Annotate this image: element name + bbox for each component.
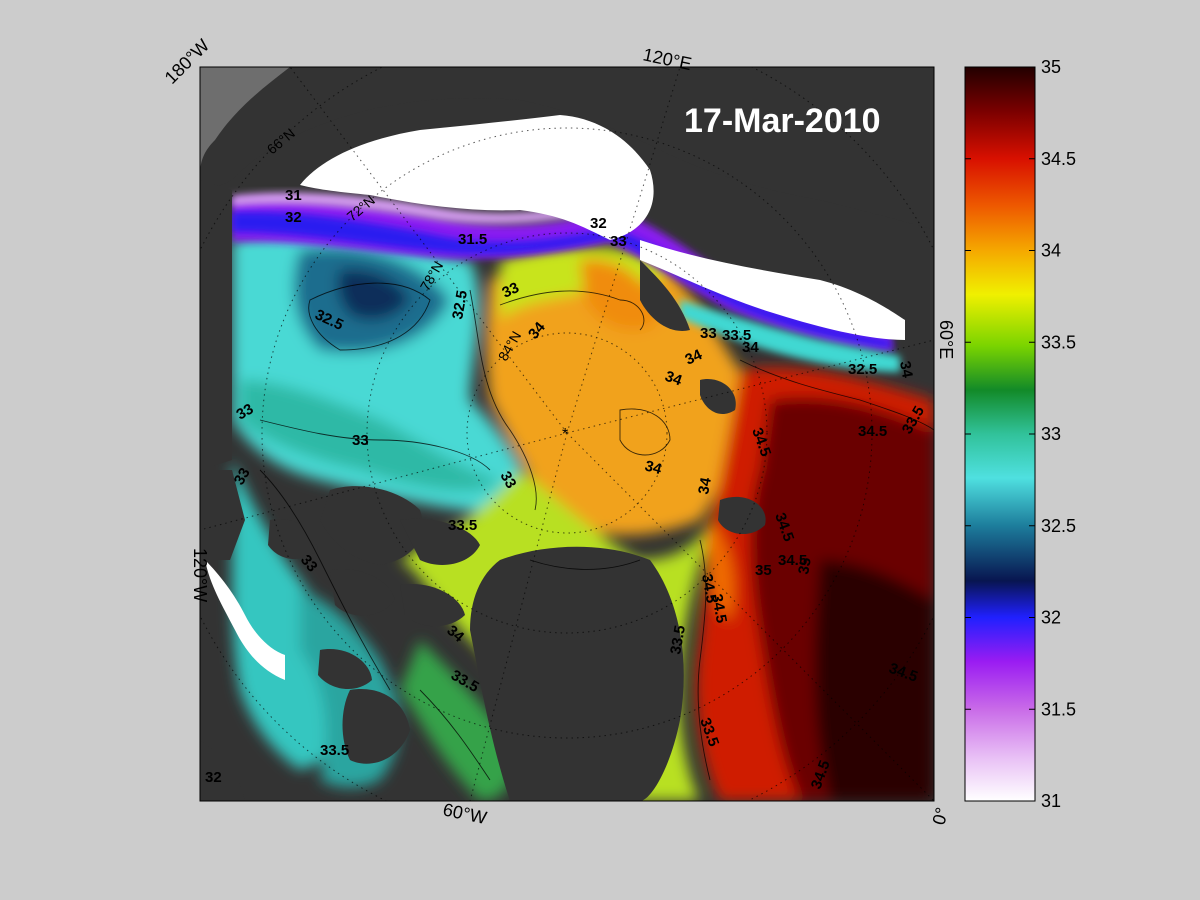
contour-label: 33.5 [722, 327, 751, 344]
baffin-island-part [318, 649, 372, 690]
colorbar-tick-label: 34.5 [1041, 149, 1076, 169]
colorbar-tick-label: 31 [1041, 791, 1061, 811]
contour-label: 33.5 [448, 517, 477, 534]
contour-label: 35 [755, 562, 772, 579]
contour-lines [259, 282, 934, 781]
contour-label: 33 [610, 233, 627, 250]
longitude-label-60e: 60°E [936, 320, 956, 359]
siberia-coast [200, 67, 934, 230]
longitude-label-60w: 60°W [441, 799, 488, 828]
colorbar: 31 31.5 32 32.5 33 33.5 34 34.5 35 [964, 57, 1076, 811]
ellesmere-island [320, 486, 423, 565]
colorbar-tick-label: 33.5 [1041, 332, 1076, 352]
map-title-date: 17-Mar-2010 [684, 102, 881, 140]
longitude-label-120w: 120°W [190, 548, 210, 602]
contour-label: 34.5 [698, 573, 720, 605]
land-masses [200, 67, 934, 801]
contour-label: 33 [231, 465, 254, 488]
contour-label: 34 [695, 476, 715, 496]
svalbard [718, 496, 766, 535]
contour-label: 34.5 [708, 593, 730, 625]
caa-island-2 [330, 569, 395, 616]
contour-label: 34.5 [858, 423, 887, 440]
severnaya-zemlya [640, 260, 690, 331]
north-pole-marker: * [562, 426, 568, 443]
contour-label: 34 [896, 360, 916, 380]
contour-label: 33.5 [320, 742, 349, 759]
contour-label: 32.5 [848, 361, 877, 378]
shelf-fronts [232, 192, 900, 372]
off-grid-corner [200, 67, 290, 175]
contour-label: 33 [700, 325, 717, 342]
contour-label: 34 [742, 339, 759, 356]
sea-ice-mask-east-siberian [300, 115, 654, 240]
contour-label: 33.5 [667, 624, 689, 656]
contour-label: 34 [683, 346, 706, 369]
alaska-coast [200, 180, 232, 470]
map-frame [199, 66, 935, 802]
contour-label: 31 [285, 187, 302, 204]
contour-label: 33 [497, 469, 520, 492]
contour-label: 34 [663, 368, 685, 390]
map-panel: * 31 32 31.5 32 33 33 33.5 34 32.5 32.5 … [200, 67, 934, 801]
greenland [470, 546, 684, 801]
contour-label: 32 [590, 215, 607, 232]
contour-label: 34.5 [778, 552, 807, 569]
longitude-label-0: 0° [929, 805, 953, 827]
contour-label: 34 [643, 457, 664, 478]
contour-labels: 31 32 31.5 32 33 33 33.5 34 32.5 32.5 33… [205, 187, 928, 791]
colorbar-ticks: 31 31.5 32 32.5 33 33.5 34 34.5 35 [965, 57, 1076, 811]
contour-label: 33 [352, 432, 369, 449]
colorbar-tick-label: 33 [1041, 424, 1061, 444]
colorbar-tick-label: 32 [1041, 608, 1061, 628]
contour-label: 35 [795, 556, 815, 575]
contour-label: 31.5 [458, 231, 487, 248]
colorbar-tick-label: 32.5 [1041, 516, 1076, 536]
contour-label: 32.5 [449, 289, 471, 321]
caa-island-1 [400, 518, 480, 565]
labrador-coast [200, 740, 245, 801]
colorbar-gradient [964, 66, 1036, 802]
sea-ice-mask-kara [640, 240, 905, 340]
colorbar-tick-label: 31.5 [1041, 699, 1076, 719]
colorbar-tick-label: 34 [1041, 241, 1061, 261]
graticule [200, 67, 934, 801]
baffin-island [342, 689, 410, 764]
colorbar-tick-label: 35 [1041, 57, 1061, 77]
sea-ice-mask-caa [205, 560, 285, 680]
contour-label: 33 [234, 400, 257, 423]
canada-coast [200, 470, 245, 560]
contour-label: 33 [500, 279, 522, 301]
contour-label: 32 [285, 209, 302, 226]
franz-josef-land [700, 379, 736, 415]
contour-label: 32 [205, 769, 222, 786]
caa-island-4 [268, 519, 318, 560]
